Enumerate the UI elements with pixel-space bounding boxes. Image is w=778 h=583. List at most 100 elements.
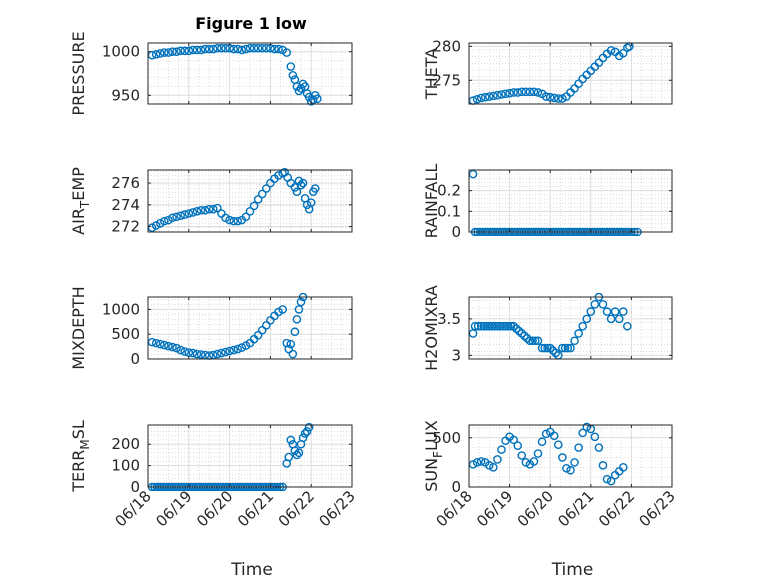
data-point — [578, 428, 587, 438]
data-point — [192, 207, 202, 216]
data-point — [253, 330, 263, 340]
subplot-mixdepth: 0 500 1000 MIXDEPTH — [69, 286, 353, 370]
x-tick-label: 06/19 — [473, 487, 516, 530]
data-point — [570, 458, 579, 467]
data-point-interp — [551, 348, 560, 358]
data-point — [582, 314, 592, 324]
data-point — [164, 215, 173, 225]
data-point — [505, 88, 514, 98]
data-point — [537, 437, 547, 447]
data-point — [213, 203, 222, 213]
data-point — [225, 215, 234, 225]
data-point — [541, 92, 551, 101]
data-series — [468, 422, 628, 486]
data-point — [549, 93, 559, 103]
axes-frame — [147, 424, 353, 488]
data-point — [176, 211, 185, 220]
data-point — [618, 48, 628, 58]
axes-frame — [147, 296, 353, 360]
data-point — [188, 45, 198, 55]
y-axis-label: TERRMSL — [69, 420, 92, 493]
data-point — [602, 307, 612, 316]
data-point-interp — [512, 324, 521, 333]
data-point — [221, 347, 230, 357]
data-series — [468, 293, 632, 360]
data-point — [286, 62, 296, 71]
axes-frame — [468, 424, 673, 488]
data-point — [298, 178, 308, 188]
data-point — [558, 343, 567, 353]
data-point-interp — [560, 343, 570, 353]
y-tick-label: 3.5 — [437, 310, 461, 328]
data-point — [484, 461, 494, 470]
data-point — [602, 474, 612, 484]
data-point — [217, 43, 226, 53]
data-point — [296, 180, 306, 190]
data-point — [176, 46, 185, 56]
data-point — [257, 325, 267, 335]
data-point — [160, 340, 169, 350]
data-point — [188, 348, 198, 358]
data-point-interp — [543, 343, 552, 353]
data-point — [245, 207, 255, 216]
data-point — [513, 441, 523, 450]
data-point — [282, 48, 292, 57]
x-tick-label: 06/19 — [152, 487, 195, 530]
data-point — [313, 94, 322, 104]
y-tick-label: 200 — [111, 435, 140, 453]
data-point — [221, 213, 230, 223]
data-point — [472, 94, 482, 104]
data-point — [262, 43, 271, 53]
data-point-interp — [520, 331, 529, 341]
data-point — [606, 46, 616, 55]
data-point — [286, 435, 296, 445]
data-point — [213, 349, 222, 359]
data-point — [310, 184, 320, 193]
y-axis-label: RAINFALL — [422, 164, 441, 239]
data-point — [292, 187, 302, 197]
data-point-interp — [487, 321, 497, 331]
data-point-interp — [548, 346, 558, 355]
data-point — [489, 91, 498, 101]
data-point — [566, 465, 575, 475]
data-point — [497, 445, 506, 454]
data-point — [521, 458, 531, 467]
data-point-interp — [490, 321, 500, 331]
data-point — [184, 46, 194, 56]
data-point — [618, 463, 628, 472]
x-tick-label: 06/22 — [275, 487, 318, 530]
subplot-air-temp: 272 274 276 AIRTEMP — [69, 167, 353, 236]
data-point — [476, 457, 486, 466]
data-point — [292, 450, 302, 460]
y-axis-label: THETA — [422, 48, 441, 100]
data-point-interp — [495, 321, 505, 331]
data-point — [606, 476, 616, 486]
data-point — [196, 45, 206, 55]
data-point — [290, 327, 300, 337]
data-point — [213, 43, 222, 53]
data-point — [525, 336, 535, 346]
data-point — [513, 88, 523, 97]
data-point — [566, 343, 575, 353]
data-point — [160, 48, 169, 57]
data-point — [493, 321, 502, 331]
data-point — [184, 209, 194, 218]
data-point — [164, 48, 173, 57]
data-point — [517, 451, 527, 460]
data-point — [274, 44, 283, 54]
data-point — [294, 448, 304, 458]
data-point — [493, 455, 502, 464]
data-point — [192, 45, 202, 55]
data-point — [286, 339, 296, 349]
data-point — [237, 45, 247, 55]
data-point — [623, 43, 632, 53]
data-point — [229, 345, 238, 355]
data-point — [476, 93, 486, 103]
data-point — [217, 348, 226, 358]
data-series — [147, 293, 308, 360]
data-point — [484, 92, 494, 101]
y-tick-label: 280 — [432, 37, 461, 55]
data-point — [509, 435, 518, 445]
data-point — [241, 44, 251, 54]
